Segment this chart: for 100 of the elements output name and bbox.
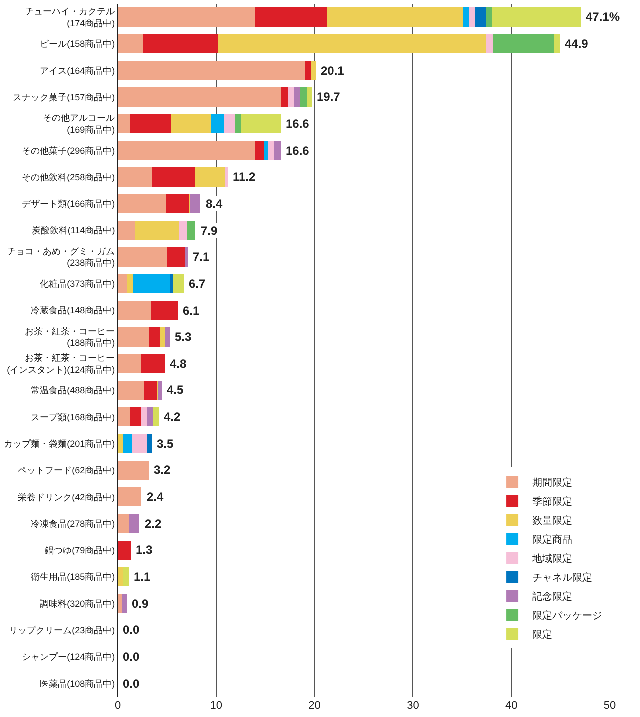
- y-tick-label: 調味料(320商品中): [40, 598, 116, 609]
- y-tick-label: チューハイ・カクテル (174商品中): [25, 6, 116, 28]
- legend-label: チャネル限定: [532, 572, 593, 584]
- legend-label: 限定パッケージ: [532, 610, 603, 622]
- y-tick-label: 冷蔵食品(148商品中): [31, 306, 116, 316]
- bar: [268, 141, 274, 160]
- bar: [122, 594, 127, 614]
- bar: [152, 168, 195, 187]
- total-label: 11.2: [233, 170, 256, 184]
- legend-label: 数量限定: [532, 514, 573, 527]
- bar: [492, 8, 582, 27]
- total-label: 16.6: [286, 117, 310, 131]
- bar: [211, 114, 224, 134]
- bar: [118, 328, 150, 347]
- bar: [148, 434, 152, 454]
- bar: [118, 248, 168, 267]
- total-label: 19.7: [317, 90, 341, 104]
- y-tick-label: 医薬品(108商品中): [40, 678, 116, 689]
- bar: [130, 114, 172, 134]
- x-tick-label: 10: [210, 700, 223, 712]
- y-tick-label: 冷凍食品(278商品中): [31, 518, 116, 529]
- y-tick-label: 栄養ドリンク(42商品中): [18, 492, 116, 502]
- bar: [492, 34, 554, 54]
- bar: [165, 328, 170, 347]
- bar: [167, 248, 185, 267]
- total-label: 4.2: [164, 410, 182, 424]
- bar: [118, 141, 255, 160]
- y-tick-label: 衛生用品(185商品中): [31, 572, 116, 582]
- bar: [304, 61, 311, 80]
- bar: [118, 114, 130, 134]
- bar: [118, 300, 152, 320]
- bar: [288, 88, 294, 107]
- bar: [118, 380, 145, 400]
- bar: [224, 114, 236, 134]
- x-tick-label: 0: [114, 700, 122, 712]
- y-tick-label: ビール(158商品中): [40, 39, 116, 50]
- bar: [158, 380, 162, 400]
- y-tick-label: 常温食品(488商品中): [31, 386, 116, 396]
- bar: [235, 114, 241, 134]
- total-label: 0.0: [123, 650, 140, 664]
- bar: [118, 168, 152, 187]
- total-label: 2.4: [147, 490, 164, 504]
- total-label: 0.0: [123, 677, 140, 691]
- bar: [118, 354, 142, 374]
- bar: [463, 8, 470, 27]
- y-tick-label: カップ麺・袋麺(201商品中): [4, 438, 116, 449]
- bar: [118, 274, 127, 294]
- bar: [486, 8, 492, 27]
- bar: [254, 8, 328, 27]
- bar: [184, 248, 188, 267]
- bar: [118, 514, 129, 534]
- total-label: 2.2: [145, 517, 162, 531]
- bar: [179, 220, 187, 240]
- legend-label: 期間限定: [532, 476, 573, 489]
- x-tick-label: 30: [407, 700, 420, 712]
- bar: [118, 408, 130, 427]
- bar: [118, 88, 282, 107]
- bar: [118, 567, 123, 587]
- bar: [475, 8, 486, 27]
- total-label: 0.9: [132, 597, 150, 611]
- bar: [469, 8, 476, 27]
- bar: [254, 141, 265, 160]
- total-label: 44.9: [565, 37, 589, 51]
- bar: [122, 567, 129, 587]
- bar: [118, 8, 255, 27]
- bar: [300, 88, 307, 107]
- bar: [134, 274, 170, 294]
- y-tick-label: デザート類(166商品中): [22, 199, 116, 210]
- bar: [148, 408, 154, 427]
- total-label: 8.4: [206, 197, 224, 211]
- legend-label: 限定商品: [532, 534, 573, 546]
- total-label: 3.2: [154, 463, 172, 477]
- total-label: 6.7: [189, 277, 206, 291]
- total-label: 1.3: [136, 543, 154, 557]
- bar: [118, 540, 131, 560]
- total-label: 5.3: [175, 330, 192, 344]
- total-label: 7.1: [193, 250, 210, 264]
- total-label: 1.1: [134, 570, 152, 584]
- bar: [306, 88, 312, 107]
- bar: [142, 354, 166, 374]
- bar: [144, 34, 218, 54]
- bar: [294, 88, 300, 107]
- bar: [166, 194, 189, 214]
- y-tick-label: お茶・紅茶・コーヒー (インスタント)(124商品中): [7, 353, 116, 375]
- x-tick-label: 50: [604, 700, 616, 712]
- bar: [171, 114, 212, 134]
- total-label: 3.5: [157, 437, 174, 451]
- total-label: 4.8: [170, 357, 188, 371]
- bar: [118, 488, 142, 507]
- total-label: 4.5: [167, 383, 184, 397]
- y-tick-label: アイス(164商品中): [40, 66, 116, 76]
- legend-label: 季節限定: [532, 496, 573, 508]
- bar: [118, 34, 144, 54]
- legend-label: 限定: [532, 628, 553, 641]
- y-tick-label: シャンプー(124商品中): [22, 652, 116, 662]
- bar: [126, 274, 134, 294]
- y-tick-label: 鍋つゆ(79商品中): [45, 546, 116, 556]
- bar: [186, 220, 196, 240]
- bar: [170, 274, 174, 294]
- total-label: 7.9: [201, 224, 218, 238]
